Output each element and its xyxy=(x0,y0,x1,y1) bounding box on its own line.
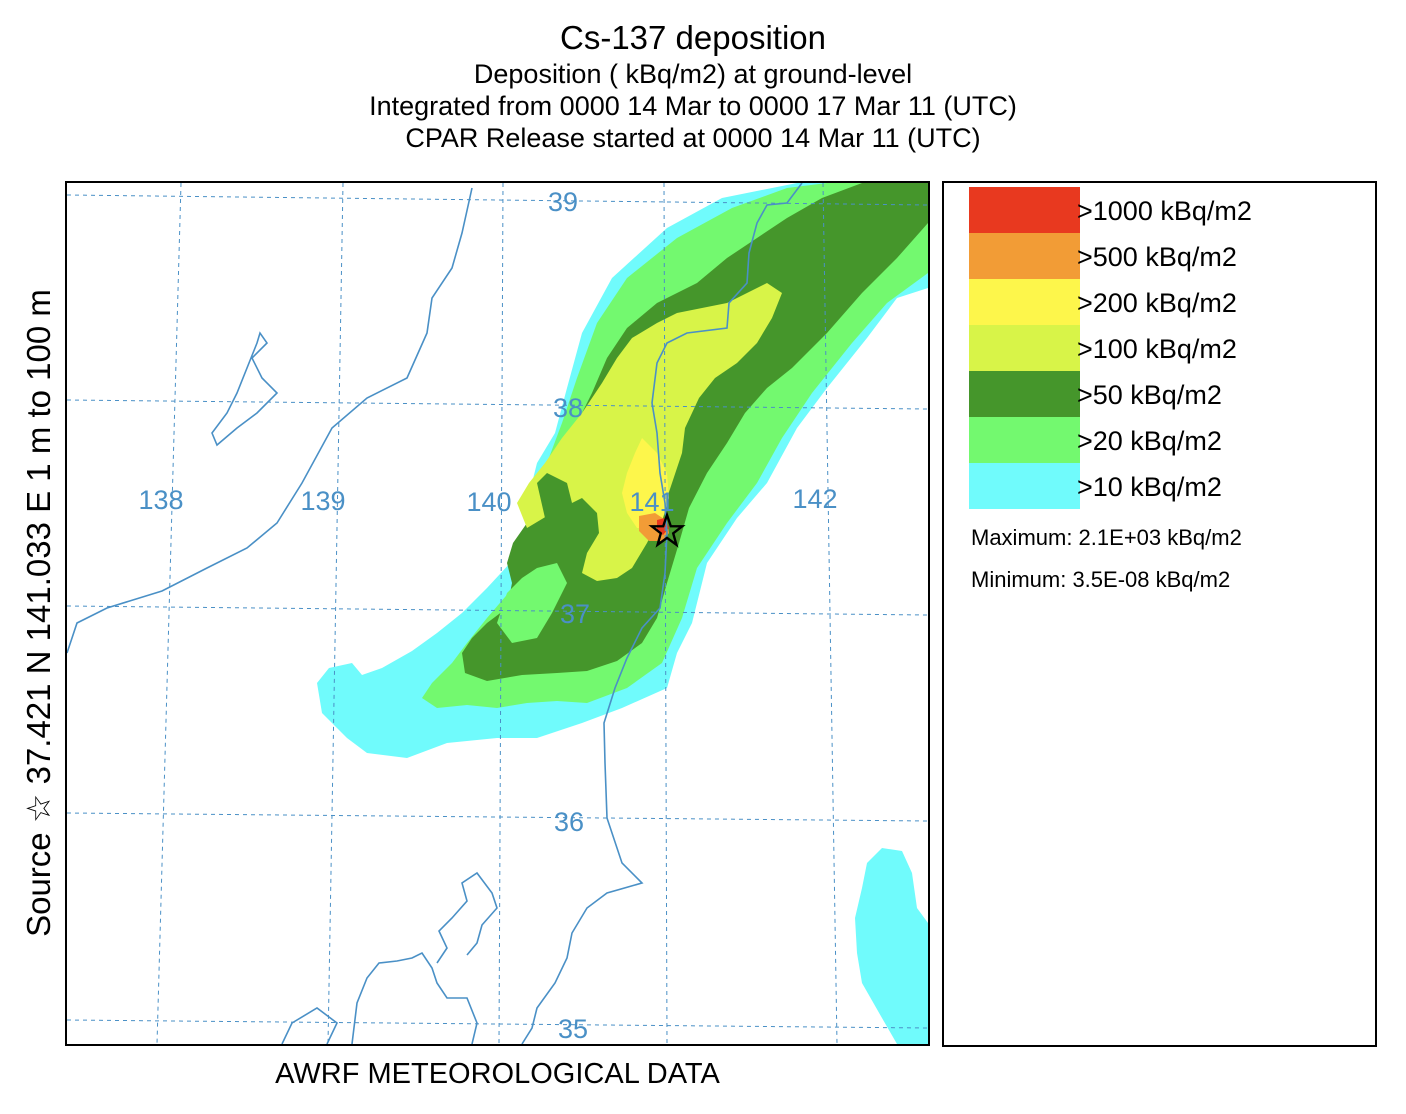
legend-label: >500 kBq/m2 xyxy=(1077,242,1237,272)
lon-label: 140 xyxy=(466,487,511,517)
legend-item: >500 kBq/m2 xyxy=(969,233,1369,279)
legend-swatch xyxy=(969,463,1080,509)
lon-label: 138 xyxy=(138,485,183,515)
contour-200 xyxy=(622,438,669,528)
subtitle-deposition: Deposition ( kBq/m2) at ground-level xyxy=(473,59,913,89)
lat-label: 37 xyxy=(560,599,590,629)
maximum-value: Maximum: 2.1E+03 kBq/m2 xyxy=(971,525,1242,550)
legend-swatch xyxy=(969,279,1080,325)
legend-label: >100 kBq/m2 xyxy=(1077,334,1237,364)
star-icon xyxy=(648,511,686,548)
legend-swatch xyxy=(969,233,1080,279)
legend-item: >50 kBq/m2 xyxy=(969,371,1369,417)
minimum-value: Minimum: 3.5E-08 kBq/m2 xyxy=(971,567,1231,592)
legend-swatch xyxy=(969,187,1080,233)
lat-label: 35 xyxy=(558,1014,588,1044)
coastline xyxy=(67,183,803,1044)
subtitle-integration: Integrated from 0000 14 Mar to 0000 17 M… xyxy=(369,91,1017,121)
legend-item: >200 kBq/m2 xyxy=(969,279,1369,325)
lat-label: 36 xyxy=(554,807,584,837)
legend-item: >20 kBq/m2 xyxy=(969,417,1369,463)
legend-item: >1000 kBq/m2 xyxy=(969,187,1369,233)
legend-item: >100 kBq/m2 xyxy=(969,325,1369,371)
contour-10-sea xyxy=(855,848,928,1044)
legend-swatch xyxy=(969,371,1080,417)
title-block: Cs-137 deposition Deposition ( kBq/m2) a… xyxy=(0,18,1386,154)
footer-label: AWRF METEOROLOGICAL DATA xyxy=(275,1058,720,1090)
legend-label: >50 kBq/m2 xyxy=(1077,380,1222,410)
lon-label: 142 xyxy=(792,484,837,514)
deposition-map: 39 38 37 36 35 138 139 140 141 142 xyxy=(65,181,930,1046)
lon-label: 139 xyxy=(300,486,345,516)
legend-label: >10 kBq/m2 xyxy=(1077,472,1222,502)
legend-swatch xyxy=(969,417,1080,463)
contour-100 xyxy=(517,283,782,581)
legend-label: >1000 kBq/m2 xyxy=(1077,196,1252,226)
chart-title: Cs-137 deposition xyxy=(560,19,826,56)
legend-swatch xyxy=(969,325,1080,371)
lon-label: 141 xyxy=(629,487,674,517)
legend-panel: >1000 kBq/m2 >500 kBq/m2 >200 kBq/m2 >10… xyxy=(942,181,1377,1047)
legend-label: >200 kBq/m2 xyxy=(1077,288,1237,318)
source-label: Source ☆ 37.421 N 141.033 E 1 m to 100 m xyxy=(20,289,57,937)
contour-50-inner xyxy=(537,473,572,518)
contour-50-gap xyxy=(497,563,567,643)
lat-label: 39 xyxy=(548,187,578,217)
legend-item: >10 kBq/m2 xyxy=(969,463,1369,509)
subtitle-release: CPAR Release started at 0000 14 Mar 11 (… xyxy=(405,123,981,153)
lat-label: 38 xyxy=(553,393,583,423)
contour-50 xyxy=(462,183,928,681)
legend-label: >20 kBq/m2 xyxy=(1077,426,1222,456)
